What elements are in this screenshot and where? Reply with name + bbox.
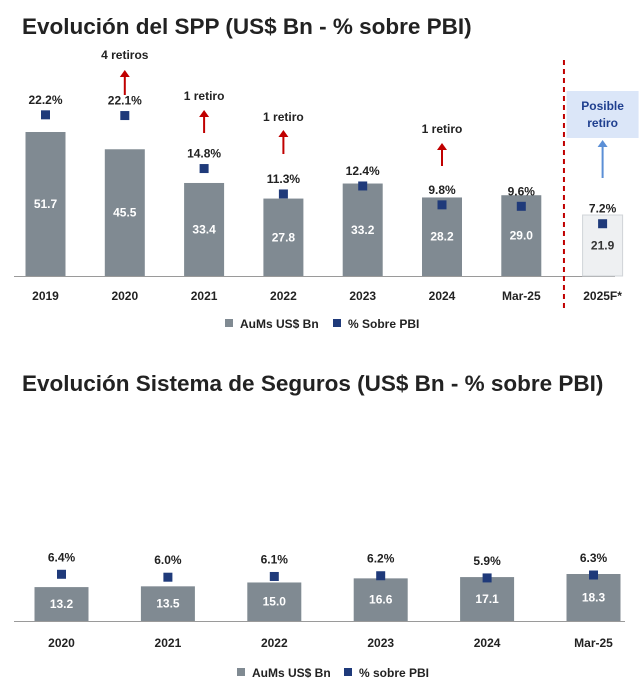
spp-pct-marker bbox=[41, 110, 50, 120]
seguros-pct-label: 6.0% bbox=[154, 553, 182, 567]
spp-forecast-note-line1: Posible bbox=[581, 99, 624, 113]
spp-bar bbox=[422, 197, 462, 276]
seguros-pct-marker bbox=[163, 572, 173, 582]
spp-x-tick-label: Mar-25 bbox=[502, 289, 541, 303]
seguros-bar bbox=[353, 578, 408, 621]
spp-pct-label: 12.4% bbox=[346, 164, 380, 178]
seguros-legend-label-pct: % sobre PBI bbox=[359, 666, 429, 680]
seguros-x-tick-label: 2021 bbox=[155, 636, 182, 650]
spp-chart-title: Evolución del SPP (US$ Bn - % sobre PBI) bbox=[22, 14, 472, 39]
seguros-legend-label-aums: AuMs US$ Bn bbox=[252, 666, 331, 680]
spp-x-tick-label: 2025F* bbox=[583, 289, 622, 303]
spp-pct-marker bbox=[358, 181, 368, 191]
spp-legend-label-aums: AuMs US$ Bn bbox=[240, 317, 319, 331]
spp-bar-value-label: 33.4 bbox=[192, 222, 216, 236]
seguros-pct-marker bbox=[589, 570, 598, 580]
spp-legend-label-pct: % Sobre PBI bbox=[348, 317, 419, 331]
spp-retiro-arrow bbox=[119, 70, 130, 95]
seguros-bar bbox=[460, 577, 515, 621]
spp-forecast-note-box bbox=[566, 91, 639, 138]
seguros-legend-swatch-pct bbox=[344, 668, 352, 676]
spp-pct-label: 11.3% bbox=[267, 172, 301, 186]
seguros-legend-swatch-aums bbox=[237, 668, 245, 676]
seguros-bar-value-label: 17.1 bbox=[475, 592, 499, 606]
seguros-pct-marker bbox=[269, 571, 279, 581]
seguros-pct-marker bbox=[482, 573, 492, 583]
spp-retiro-annotation: 1 retiro bbox=[184, 89, 225, 103]
spp-pct-marker bbox=[199, 164, 209, 174]
seguros-bar bbox=[34, 587, 89, 621]
spp-bar-value-label: 29.0 bbox=[510, 229, 534, 243]
seguros-pct-label: 6.4% bbox=[48, 550, 76, 564]
seguros-bar-value-label: 15.0 bbox=[263, 595, 287, 609]
seguros-pct-label: 5.9% bbox=[473, 554, 501, 568]
seguros-bar-value-label: 18.3 bbox=[582, 591, 606, 605]
spp-forecast-arrow bbox=[597, 140, 608, 178]
spp-x-tick-label: 2021 bbox=[191, 289, 218, 303]
spp-forecast-note-line2: retiro bbox=[587, 116, 618, 130]
spp-pct-label: 22.2% bbox=[28, 93, 62, 107]
spp-legend-swatch-aums bbox=[225, 319, 233, 327]
spp-pct-label: 9.6% bbox=[508, 184, 536, 198]
seguros-x-tick-label: 2024 bbox=[474, 636, 501, 650]
seguros-x-tick-label: 2023 bbox=[367, 636, 394, 650]
spp-retiro-arrow bbox=[199, 110, 210, 133]
seguros-bar bbox=[140, 586, 195, 621]
spp-retiro-annotation: 4 retiros bbox=[101, 48, 149, 62]
seguros-bar-value-label: 16.6 bbox=[369, 593, 393, 607]
spp-pct-marker bbox=[437, 200, 447, 210]
seguros-pct-label: 6.3% bbox=[580, 551, 608, 565]
spp-x-tick-label: 2022 bbox=[270, 289, 297, 303]
seguros-bar-value-label: 13.5 bbox=[156, 597, 180, 611]
seguros-bar-value-label: 13.2 bbox=[50, 597, 74, 611]
spp-retiro-annotation: 1 retiro bbox=[422, 122, 463, 136]
seguros-pct-label: 6.1% bbox=[261, 552, 289, 566]
seguros-x-tick-label: 2020 bbox=[48, 636, 75, 650]
spp-bar bbox=[263, 198, 304, 276]
spp-bar bbox=[184, 182, 225, 276]
seguros-pct-marker bbox=[57, 569, 66, 579]
seguros-chart-title: Evolución Sistema de Seguros (US$ Bn - %… bbox=[22, 371, 604, 396]
spp-bar-value-label: 28.2 bbox=[430, 230, 454, 244]
spp-x-tick-label: 2020 bbox=[111, 289, 138, 303]
seguros-x-tick-label: 2022 bbox=[261, 636, 288, 650]
seguros-pct-marker bbox=[376, 571, 386, 581]
seguros-bar bbox=[566, 574, 621, 621]
spp-bar-value-label: 51.7 bbox=[34, 197, 58, 211]
spp-pct-label: 9.8% bbox=[428, 183, 456, 197]
spp-retiro-annotation: 1 retiro bbox=[263, 110, 304, 124]
spp-retiro-arrow bbox=[437, 143, 447, 166]
spp-bar-value-label: 33.2 bbox=[351, 223, 375, 237]
spp-bar bbox=[104, 149, 145, 276]
spp-pct-label: 14.8% bbox=[187, 147, 221, 161]
spp-pct-marker bbox=[516, 201, 526, 211]
spp-pct-marker bbox=[278, 189, 288, 199]
spp-bar bbox=[342, 183, 383, 276]
spp-pct-marker bbox=[120, 111, 130, 121]
spp-x-tick-label: 2024 bbox=[429, 289, 456, 303]
spp-x-tick-label: 2023 bbox=[349, 289, 376, 303]
spp-pct-marker bbox=[598, 219, 608, 229]
spp-pct-label: 7.2% bbox=[589, 202, 617, 216]
spp-bar-value-label: 21.9 bbox=[591, 239, 615, 253]
spp-bar bbox=[25, 132, 66, 276]
seguros-bar bbox=[247, 582, 302, 621]
spp-pct-label: 22.1% bbox=[108, 94, 142, 108]
spp-legend-swatch-pct bbox=[333, 319, 341, 327]
seguros-x-tick-label: Mar-25 bbox=[574, 636, 613, 650]
spp-retiro-arrow bbox=[278, 130, 289, 154]
spp-bar-value-label: 27.8 bbox=[272, 230, 296, 244]
spp-bar-value-label: 45.5 bbox=[113, 206, 137, 220]
spp-x-tick-label: 2019 bbox=[32, 289, 59, 303]
seguros-pct-label: 6.2% bbox=[367, 552, 395, 566]
